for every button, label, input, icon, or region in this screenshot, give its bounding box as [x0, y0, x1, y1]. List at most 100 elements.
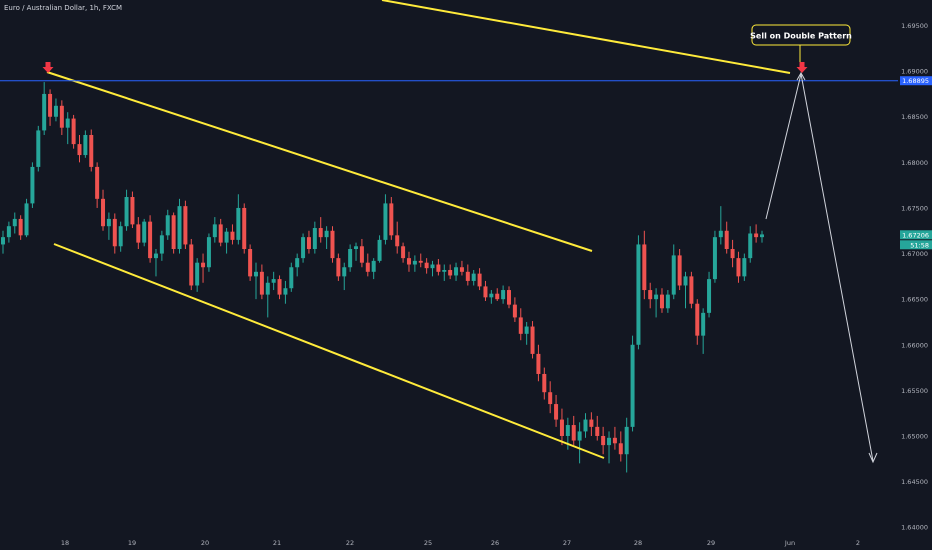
candle-body — [677, 255, 682, 286]
candle-body — [436, 264, 441, 272]
annotation-box — [751, 24, 851, 46]
candle-body — [295, 258, 300, 268]
annotation-text: Sell on Double Pattern — [750, 32, 852, 41]
candle-body — [589, 419, 594, 427]
x-tick-label: 29 — [707, 539, 715, 547]
x-tick-label: 2 — [856, 539, 860, 547]
candle-body — [495, 293, 500, 300]
candle-body — [112, 218, 117, 247]
current-price-badge: 1.67206 — [900, 230, 932, 240]
candle-body — [654, 294, 659, 300]
current-price-badge-bg — [900, 230, 932, 240]
candle-body — [189, 244, 194, 286]
candle-body — [542, 373, 547, 393]
candle-body — [218, 224, 223, 243]
candle-body — [618, 443, 623, 455]
candle-body — [630, 344, 635, 427]
annotation-callout: Sell on Double Pattern — [750, 24, 852, 62]
candle-body — [1, 237, 5, 245]
x-tick-label: 22 — [346, 539, 354, 547]
candle-body — [607, 437, 612, 446]
candle-body — [65, 118, 70, 128]
candle-body — [689, 276, 694, 304]
candle-body — [83, 134, 88, 156]
candle-body — [136, 224, 141, 243]
candle-body — [401, 246, 406, 259]
candle-body — [383, 203, 388, 240]
candle-body — [671, 255, 676, 295]
candle-body — [724, 230, 729, 250]
y-tick-label: 1.66500 — [901, 296, 928, 304]
candle-body — [554, 404, 559, 420]
y-tick-label: 1.66000 — [901, 341, 928, 349]
candle-body — [659, 294, 664, 309]
x-tick-label: 21 — [273, 539, 281, 547]
candle-body — [754, 233, 759, 238]
candle-body — [118, 226, 123, 247]
candle-body — [536, 353, 541, 374]
upper-trendline — [381, 0, 791, 74]
candle-body — [571, 425, 576, 441]
candle-body — [477, 273, 482, 287]
candle-body — [395, 235, 400, 247]
y-tick-label: 1.65000 — [901, 432, 928, 440]
candle-body — [530, 326, 535, 354]
candle-body — [242, 207, 247, 250]
candle-body — [412, 260, 417, 265]
candle-body — [277, 279, 282, 295]
candle-body — [760, 234, 764, 238]
candle-body — [707, 279, 712, 313]
candle-body — [230, 231, 235, 240]
y-tick-label: 1.69500 — [901, 22, 928, 30]
candle-body — [559, 419, 564, 436]
candle-body — [642, 244, 647, 291]
candle-body — [430, 264, 435, 269]
x-tick-label: 25 — [424, 539, 432, 547]
candle-body — [601, 435, 606, 446]
candle-body — [418, 260, 423, 263]
candle-body — [101, 198, 106, 227]
candle-body — [624, 426, 629, 455]
candle-body — [318, 228, 323, 238]
candle-body — [289, 267, 294, 289]
candle-body — [612, 437, 617, 444]
candle-body — [89, 134, 94, 167]
candle-body — [171, 215, 176, 250]
candle-body — [159, 235, 164, 254]
candle-body — [507, 290, 511, 305]
candle-body — [183, 206, 188, 245]
candle-body — [424, 262, 429, 269]
candle-body — [71, 118, 76, 145]
candle-body — [259, 271, 264, 295]
candle-body — [142, 221, 147, 243]
candle-body — [206, 237, 211, 268]
x-tick-label: 19 — [128, 539, 136, 547]
projection-path — [765, 73, 874, 462]
candle-body — [306, 237, 311, 250]
candle-body — [212, 224, 217, 238]
candle-body — [701, 312, 706, 336]
candle-body — [342, 267, 347, 277]
candle-body — [365, 262, 370, 272]
candle-body — [377, 239, 382, 261]
y-tick-label: 1.64000 — [901, 524, 928, 532]
candle-body — [459, 267, 464, 272]
candle-body — [36, 130, 41, 167]
countdown-badge: 51:58 — [900, 240, 932, 250]
candle-body — [501, 290, 506, 300]
level-price-badge: 1.68895 — [900, 76, 932, 86]
current-price-badge-text: 1.67206 — [902, 231, 929, 239]
candle-body — [312, 228, 317, 250]
candle-body — [736, 258, 741, 277]
candle-body — [265, 282, 270, 295]
candle-body — [336, 258, 341, 277]
candle-body — [577, 431, 582, 441]
candle-body — [12, 218, 17, 227]
candle-body — [283, 288, 288, 295]
candle-body — [583, 419, 588, 432]
x-tick-label: Jun — [784, 539, 795, 547]
candle-body — [53, 105, 58, 117]
chart-title: Euro / Australian Dollar, 1h, FXCM — [4, 4, 123, 12]
candle-body — [524, 326, 529, 334]
